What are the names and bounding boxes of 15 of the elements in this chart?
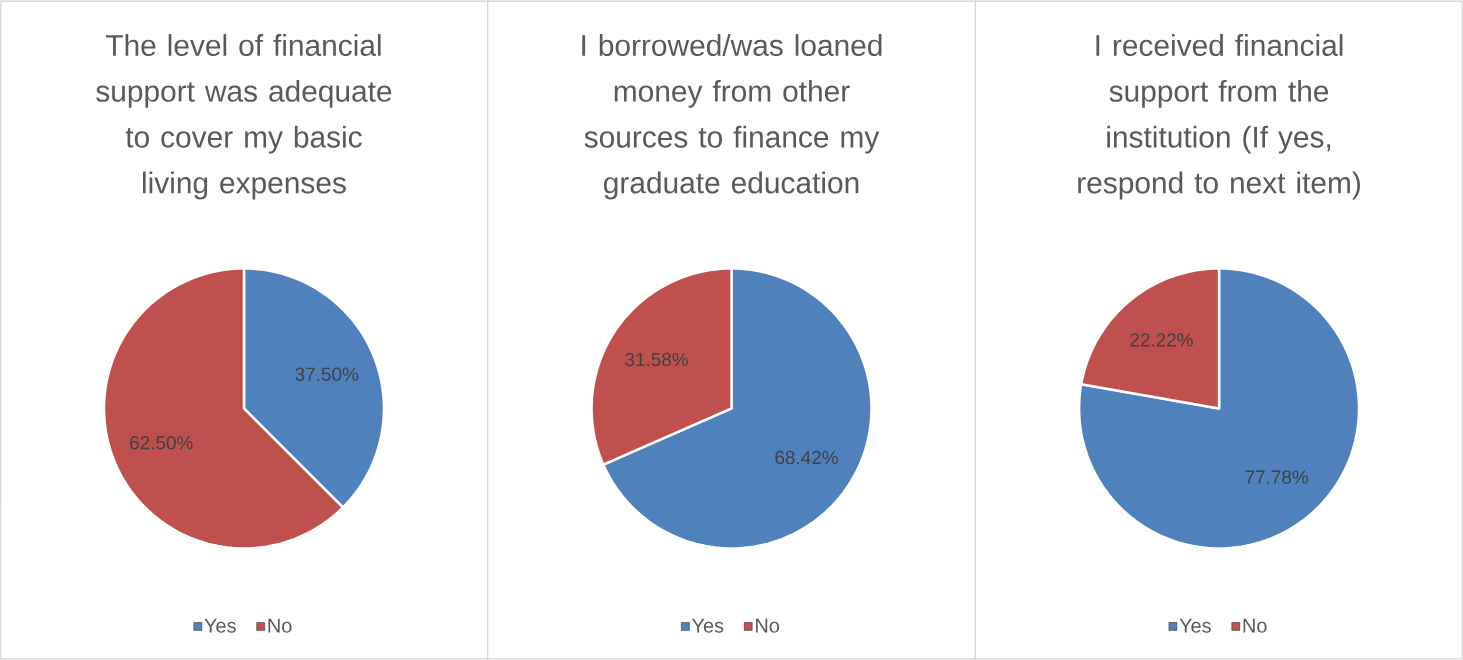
legend-label: No (756, 618, 780, 633)
data-label: 31.58% (625, 352, 688, 367)
legend-label: Yes (1179, 618, 1211, 633)
chart-title: I received financial support from the institution (If yes, respond to next item) (1078, 34, 1360, 200)
data-label: 37.50% (295, 367, 359, 381)
data-label: 77.78% (1245, 470, 1309, 484)
legend-label: Yes (204, 618, 236, 633)
legend-label: No (1243, 618, 1267, 633)
chart-title: The level of financial support was adequate to cover my basic living expenses (96, 34, 392, 200)
legend-label: Yes (691, 618, 724, 633)
legend-label: No (268, 618, 292, 633)
data-label: 62.50% (130, 436, 193, 450)
data-label: 68.42% (775, 450, 838, 465)
data-label: 22.22% (1130, 333, 1193, 347)
chart-title: I borrowed/was loaned money from other sources to finance my graduate education (582, 34, 882, 200)
